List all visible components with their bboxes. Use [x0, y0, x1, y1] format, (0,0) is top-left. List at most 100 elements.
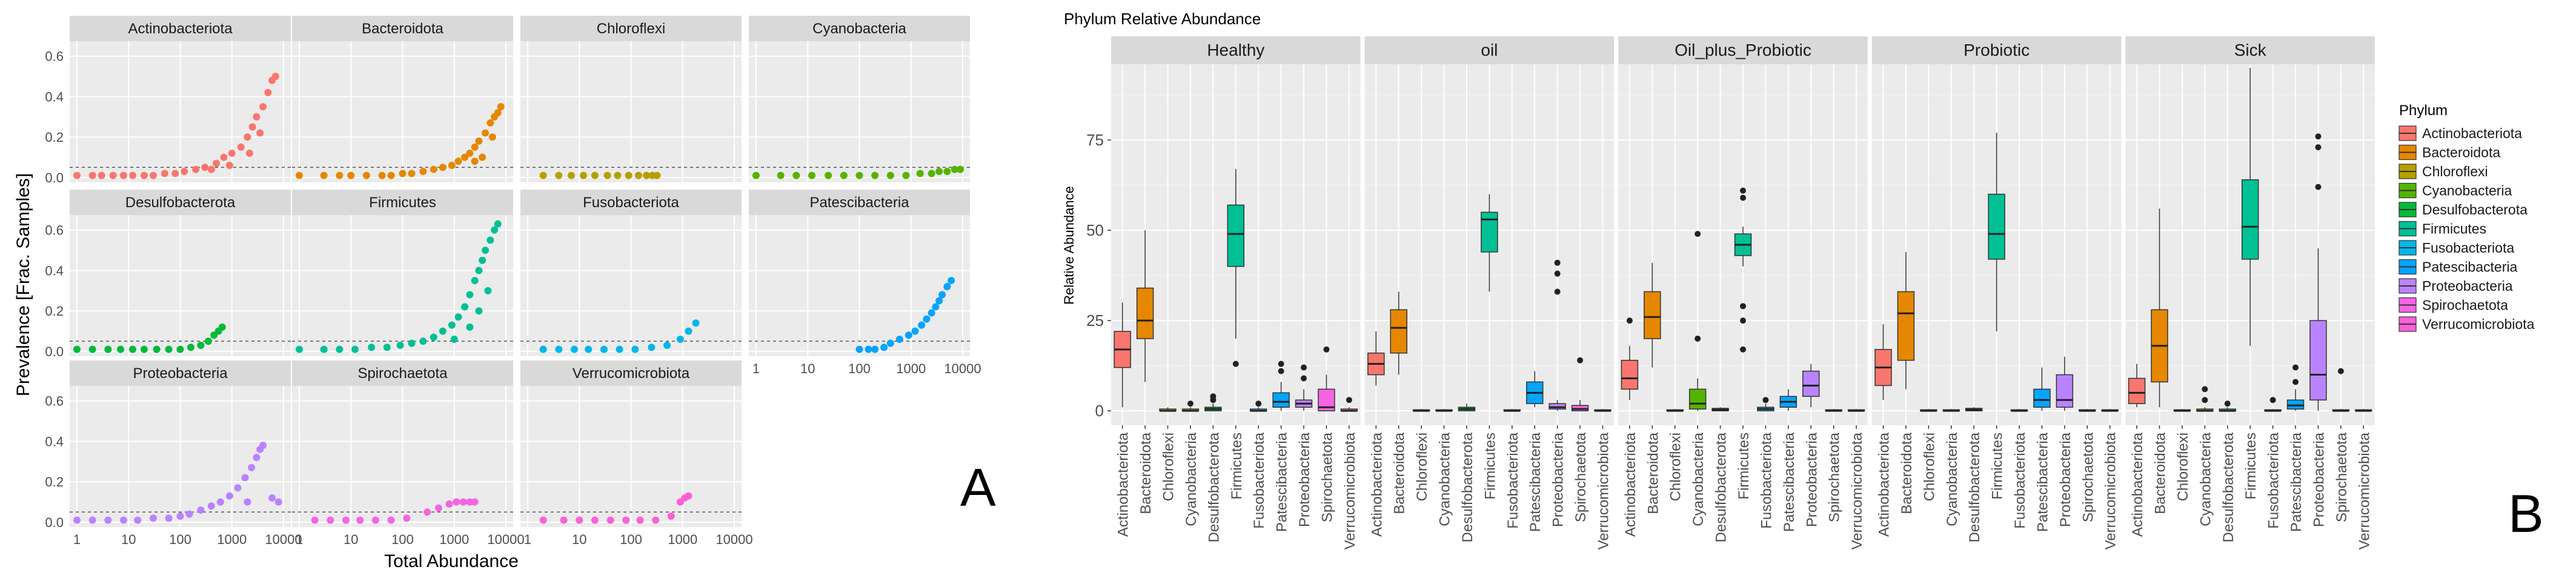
x-tick-label: Actinobacteriota — [2130, 432, 2146, 537]
facet-strip — [70, 360, 291, 386]
outlier-point — [1301, 364, 1307, 371]
box-fusobacteriota — [2010, 409, 2028, 412]
x-tick-label: Chloroflexi — [1414, 433, 1430, 501]
legend-label: Spirochaetota — [2422, 297, 2508, 313]
data-point — [104, 345, 112, 353]
outlier-point — [1554, 288, 1561, 295]
x-tick-label: Fusobacteriota — [1505, 432, 1521, 528]
data-point — [643, 171, 651, 179]
facet-oil_plus_probiotic: Oil_plus_Probiotic Actinobacteriota Bacter… — [1618, 36, 1868, 549]
box-firmicutes — [2241, 67, 2259, 346]
y-tick-label: 0.6 — [45, 394, 64, 409]
data-point — [539, 171, 547, 179]
legend-label: Patescibacteria — [2422, 259, 2517, 275]
data-point — [911, 327, 919, 335]
outlier-point — [1695, 231, 1701, 237]
data-point — [603, 171, 611, 179]
x-tick-label: Desulfobacterota — [1713, 432, 1730, 542]
facet-strip-label: Oil_plus_Probiotic — [1675, 41, 1811, 59]
data-point — [560, 516, 568, 524]
box-iqr — [1481, 211, 1498, 253]
facet-strip — [70, 16, 291, 41]
data-point — [253, 113, 261, 121]
data-point — [752, 171, 760, 179]
data-point — [197, 341, 205, 349]
data-point — [192, 165, 200, 173]
x-tick-label: Cyanobacteria — [1944, 432, 1960, 526]
data-point — [408, 339, 416, 347]
data-point — [957, 165, 964, 173]
x-tick-label: Desulfobacterota — [1967, 432, 1983, 542]
data-point — [73, 345, 81, 353]
y-tick-label: 0.2 — [45, 304, 64, 319]
data-point — [932, 303, 940, 311]
facet-strip — [292, 190, 513, 215]
data-point — [448, 321, 456, 329]
data-point — [692, 319, 700, 327]
x-tick-label: Fusobacteriota — [1758, 432, 1774, 528]
y-tick-label: 0.4 — [45, 434, 64, 449]
data-point — [88, 171, 96, 179]
facet-strip-label: Bacteroidota — [362, 21, 443, 37]
data-point — [399, 170, 407, 178]
x-tick-label: Bacteroidota — [1899, 432, 1915, 514]
legend-label: Chloroflexi — [2422, 164, 2488, 179]
outlier-point — [1278, 360, 1284, 367]
facet-strip — [1111, 36, 1361, 64]
y-tick-label: 25 — [1086, 311, 1104, 330]
data-point — [234, 484, 242, 492]
box-desulfobacterota — [1458, 403, 1476, 411]
x-tick-label: Firmicutes — [2243, 433, 2259, 500]
x-tick-label: Firmicutes — [1229, 433, 1245, 500]
outlier-point — [2292, 379, 2299, 385]
outlier-point — [1740, 194, 1746, 201]
data-point — [653, 171, 661, 179]
data-point — [685, 327, 692, 335]
data-point — [585, 345, 593, 353]
outlier-point — [1554, 270, 1561, 277]
facet-strip-label: oil — [1481, 41, 1498, 59]
data-point — [648, 343, 656, 351]
facet-probiotic: Probiotic Actinobacteriota Bacteroidota Chl… — [1871, 36, 2122, 549]
data-point — [676, 335, 684, 343]
box-desulfobacterota — [1204, 393, 1222, 411]
facet-chloroflexi: Chloroflexi — [520, 16, 742, 182]
data-point — [218, 323, 226, 331]
legend-label: Firmicutes — [2422, 221, 2486, 237]
box-firmicutes — [1227, 168, 1245, 367]
facet-strip — [749, 190, 970, 215]
outlier-point — [2315, 133, 2322, 140]
x-tick-label: 10000 — [715, 532, 752, 547]
data-point — [938, 291, 946, 299]
x-tick-label: Fusobacteriota — [1251, 432, 1267, 528]
data-point — [685, 492, 692, 500]
x-tick-label: Bacteroidota — [1645, 432, 1661, 514]
data-point — [466, 498, 474, 506]
x-tick-label: 10 — [344, 532, 358, 547]
y-tick-label: 0.4 — [45, 89, 64, 104]
facet-sick: Sick Actinobacteriota Bacteroidota Chlorofl… — [2125, 36, 2375, 549]
x-tick-label: 10000 — [265, 532, 302, 547]
box-iqr — [1688, 388, 1707, 410]
facet-strip — [1364, 36, 1615, 64]
x-tick-label: Patescibacteria — [1527, 432, 1544, 532]
data-point — [383, 343, 391, 351]
data-point — [408, 170, 416, 178]
data-point — [450, 335, 458, 343]
x-tick-label: Chloroflexi — [1668, 433, 1684, 501]
box-iqr — [1988, 193, 2005, 260]
outlier-point — [1740, 303, 1746, 310]
legend-title: Phylum — [2399, 102, 2448, 119]
legend-label: Actinobacteriota — [2422, 125, 2522, 141]
x-tick-label: Fusobacteriota — [2012, 432, 2028, 528]
box-iqr — [1621, 359, 1639, 390]
box-cyanobacteria — [1435, 409, 1453, 412]
facet-proteobacteria: Proteobacteria 0.0 0.2 0.4 0.6 1 10 100 1000 1000… — [45, 360, 302, 547]
box-iqr — [2056, 374, 2074, 408]
box-iqr — [1644, 291, 1661, 339]
x-tick-label: 10000 — [944, 361, 981, 376]
data-point — [471, 277, 479, 285]
y-axis-title: Relative Abundance — [1061, 186, 1077, 305]
facet-firmicutes: Firmicutes — [292, 190, 513, 356]
box-verrucomicrobiota — [1594, 409, 1612, 412]
